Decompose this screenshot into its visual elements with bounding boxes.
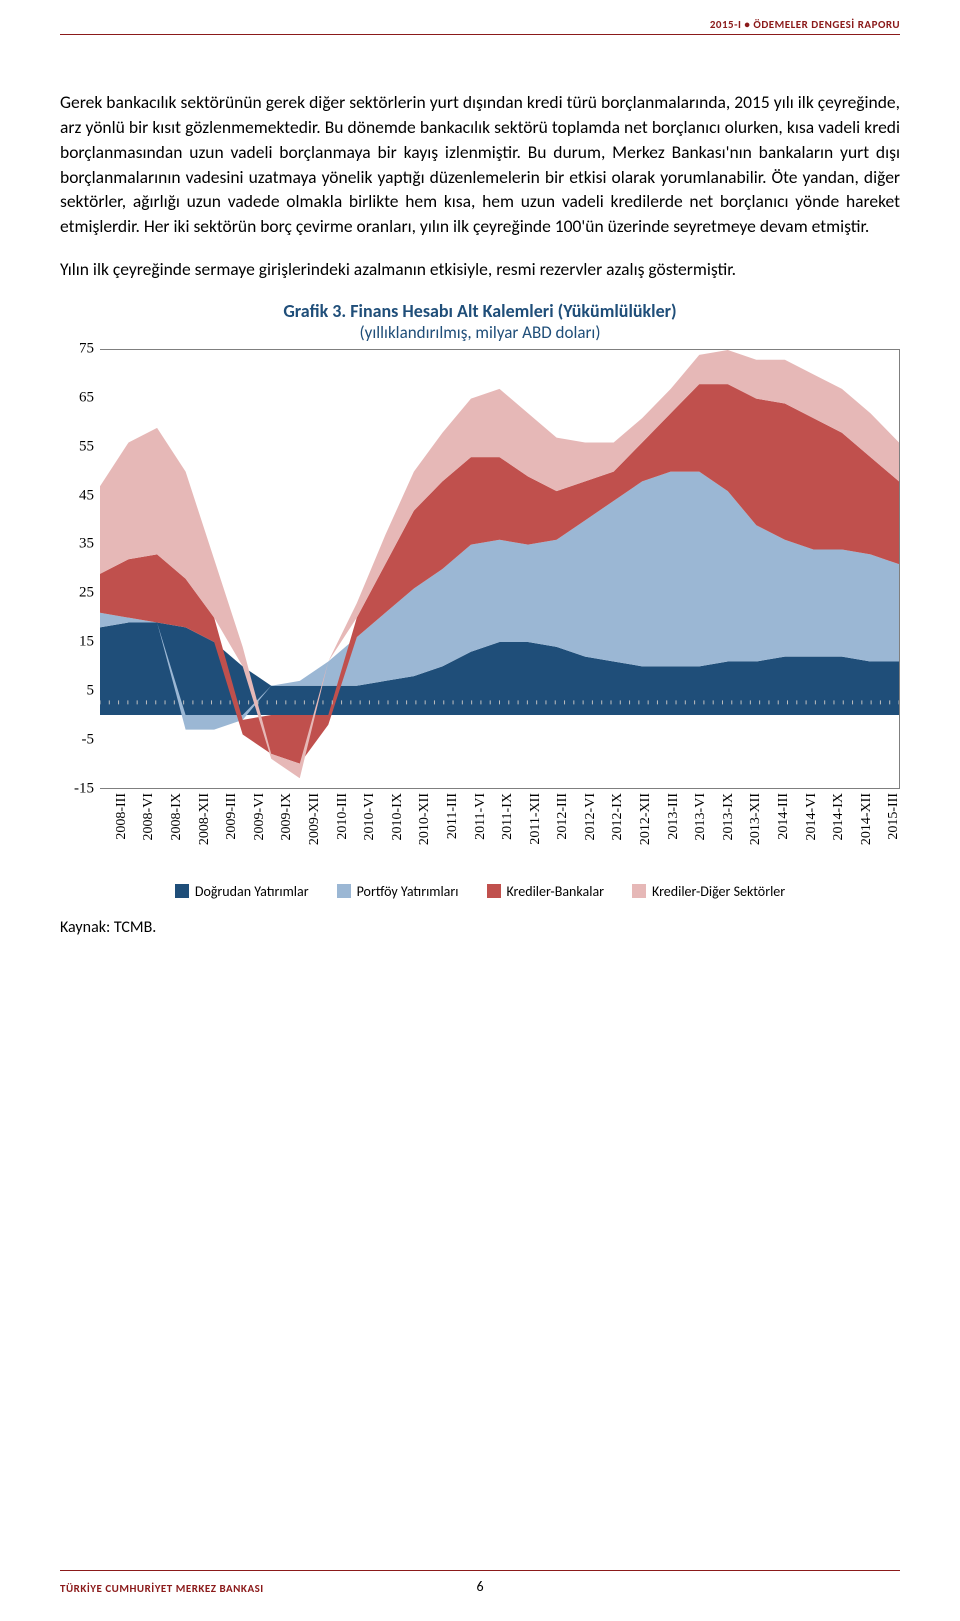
y-tick-label: -5 [82,732,95,749]
y-tick-label: 25 [79,585,94,602]
y-tick-label: 35 [79,536,94,553]
x-tick-label: 2015-III [886,793,902,840]
legend-swatch-icon [632,884,646,898]
y-tick-label: 45 [79,487,94,504]
legend-item-kr-banka: Krediler-Bankalar [487,883,605,900]
chart-legend: Doğrudan Yatırımlar Portföy Yatırımları … [60,883,900,900]
legend-swatch-icon [337,884,351,898]
footer-left: TÜRKİYE CUMHURİYET MERKEZ BANKASI [60,1582,264,1595]
paragraph-1: Gerek bankacılık sektörünün gerek diğer … [60,90,900,239]
y-tick-label: 65 [79,389,94,406]
header-rule [60,34,900,35]
paragraph-2: Yılın ilk çeyreğinde sermaye girişlerind… [60,257,900,282]
legend-label: Doğrudan Yatırımlar [195,883,309,900]
footer-rule [60,1570,900,1571]
legend-swatch-icon [487,884,501,898]
y-tick-label: 55 [79,438,94,455]
chart-y-axis: 756555453525155-5-15 [60,349,100,789]
chart-svg [100,350,899,788]
legend-item-kr-diger: Krediler-Diğer Sektörler [632,883,785,900]
legend-swatch-icon [175,884,189,898]
legend-label: Portföy Yatırımları [357,883,459,900]
chart-subtitle: (yıllıklandırılmış, milyar ABD doları) [60,322,900,343]
legend-label: Krediler-Bankalar [507,883,605,900]
chart-title: Grafik 3. Finans Hesabı Alt Kalemleri (Y… [60,300,900,322]
chart-container: 756555453525155-5-15 2008-III2008-VI2008… [60,349,900,900]
legend-item-portfoy: Portföy Yatırımları [337,883,459,900]
chart-plot-area [100,349,900,789]
footer-page-number: 6 [476,1578,483,1595]
header-right: 2015-I • ÖDEMELER DENGESİ RAPORU [710,18,900,31]
chart-x-axis: 2008-III2008-VI2008-IX2008-XII2009-III20… [100,789,900,867]
y-tick-label: 75 [79,340,94,357]
y-tick-label: 5 [87,683,95,700]
legend-item-dogrudan: Doğrudan Yatırımlar [175,883,309,900]
body-text: Gerek bankacılık sektörünün gerek diğer … [60,90,900,282]
chart-source: Kaynak: TCMB. [60,918,900,937]
legend-label: Krediler-Diğer Sektörler [652,883,785,900]
y-tick-label: 15 [79,634,94,651]
y-tick-label: -15 [74,780,94,797]
